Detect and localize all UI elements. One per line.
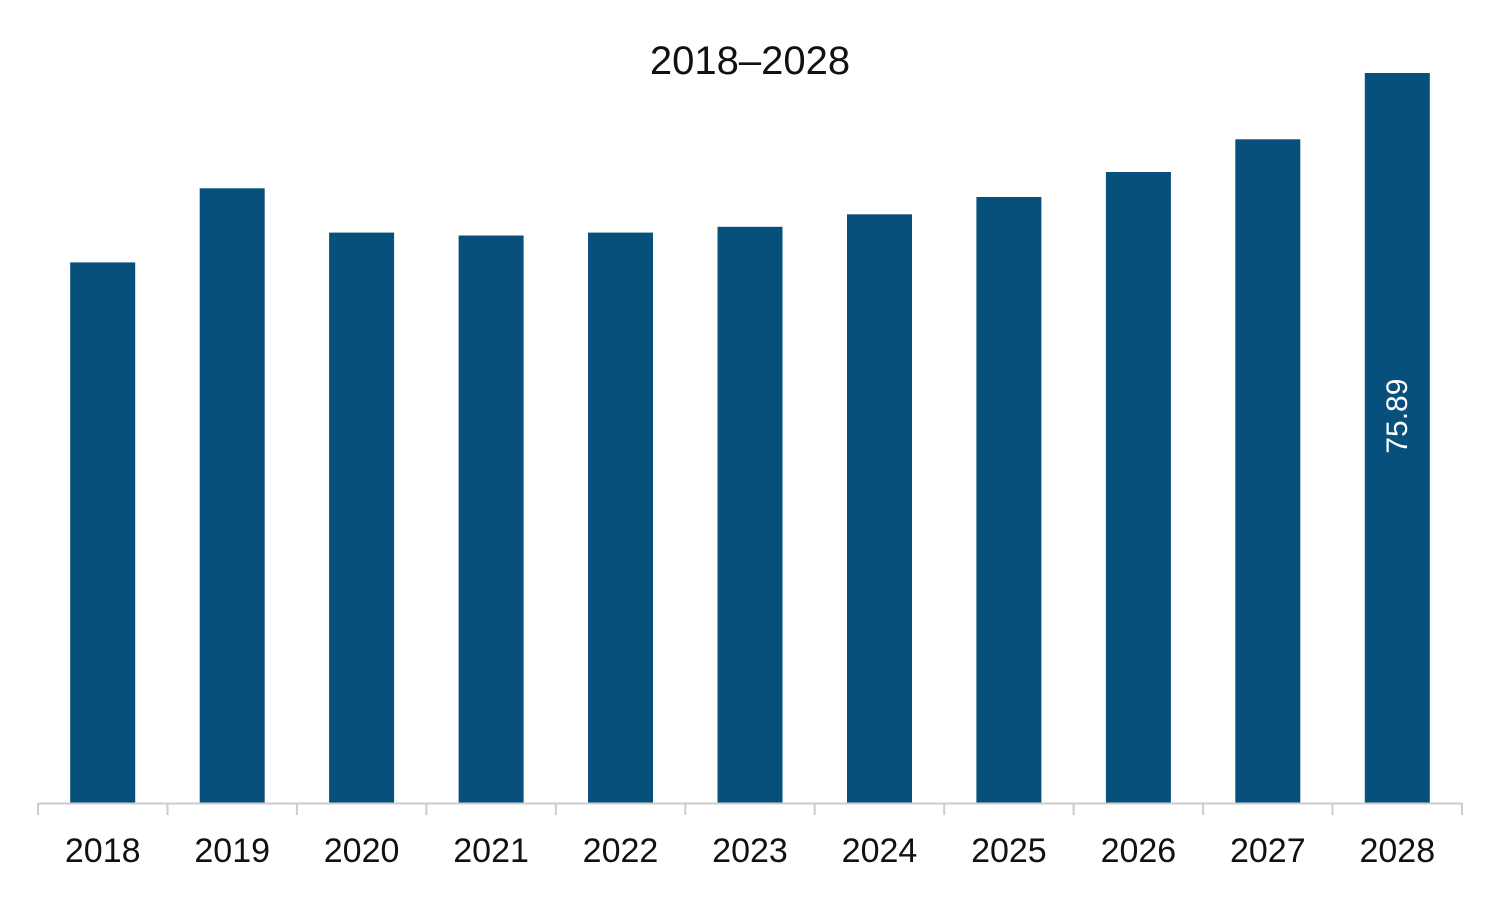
x-tick-labels: 2018 2019 2020 2021 2022 2023 2024 2025 2026 2027…	[65, 832, 1435, 870]
bar-2022	[588, 232, 653, 804]
bar-2018	[70, 262, 136, 803]
bar-2025	[976, 197, 1042, 803]
data-labels: 75.89	[1381, 379, 1414, 454]
x-tick-label-2018: 2018	[65, 832, 141, 870]
x-tick-label-2027: 2027	[1230, 832, 1306, 870]
x-tick-label-2021: 2021	[453, 832, 529, 870]
x-tick-label-2020: 2020	[324, 832, 400, 870]
bar-2026	[1105, 172, 1171, 803]
bar-2019	[199, 188, 265, 804]
bar-2027	[1235, 139, 1301, 804]
data-label-2028: 75.89	[1381, 379, 1414, 454]
bar-2020	[329, 232, 395, 804]
x-tick-label-2019: 2019	[194, 832, 270, 870]
x-tick-label-2022: 2022	[583, 832, 659, 870]
x-tick-label-2026: 2026	[1101, 832, 1177, 870]
x-tick-label-2023: 2023	[712, 832, 788, 870]
x-tick-label-2024: 2024	[842, 832, 918, 870]
x-axis	[37, 802, 1463, 815]
x-tick-label-2028: 2028	[1359, 832, 1435, 870]
x-tick-label-2025: 2025	[971, 832, 1047, 870]
bar-2024	[847, 214, 912, 804]
chart-title: 2018–2028	[650, 39, 850, 83]
bar-2021	[458, 235, 524, 803]
bars-group	[70, 73, 1430, 804]
bar-2023	[717, 226, 783, 804]
bar-2028	[1364, 73, 1430, 803]
